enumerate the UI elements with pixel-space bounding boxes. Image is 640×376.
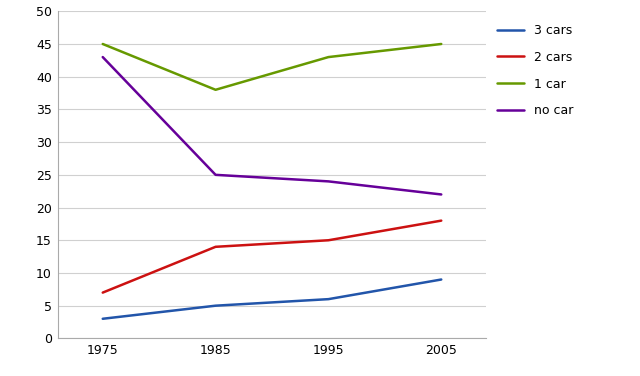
3 cars (437, 277, 445, 282)
no car (212, 173, 220, 177)
1 car (212, 88, 220, 92)
2 cars (99, 290, 107, 295)
3 cars (99, 317, 107, 321)
2 cars (212, 244, 220, 249)
1 car (324, 55, 332, 59)
1 car (99, 42, 107, 46)
2 cars (324, 238, 332, 243)
3 cars (212, 303, 220, 308)
3 cars (324, 297, 332, 302)
no car (437, 192, 445, 197)
2 cars (437, 218, 445, 223)
Line: no car: no car (103, 57, 441, 194)
Line: 1 car: 1 car (103, 44, 441, 90)
Line: 3 cars: 3 cars (103, 279, 441, 319)
Legend: 3 cars, 2 cars, 1 car, no car: 3 cars, 2 cars, 1 car, no car (497, 24, 574, 117)
no car (324, 179, 332, 183)
no car (99, 55, 107, 59)
Line: 2 cars: 2 cars (103, 221, 441, 293)
1 car (437, 42, 445, 46)
